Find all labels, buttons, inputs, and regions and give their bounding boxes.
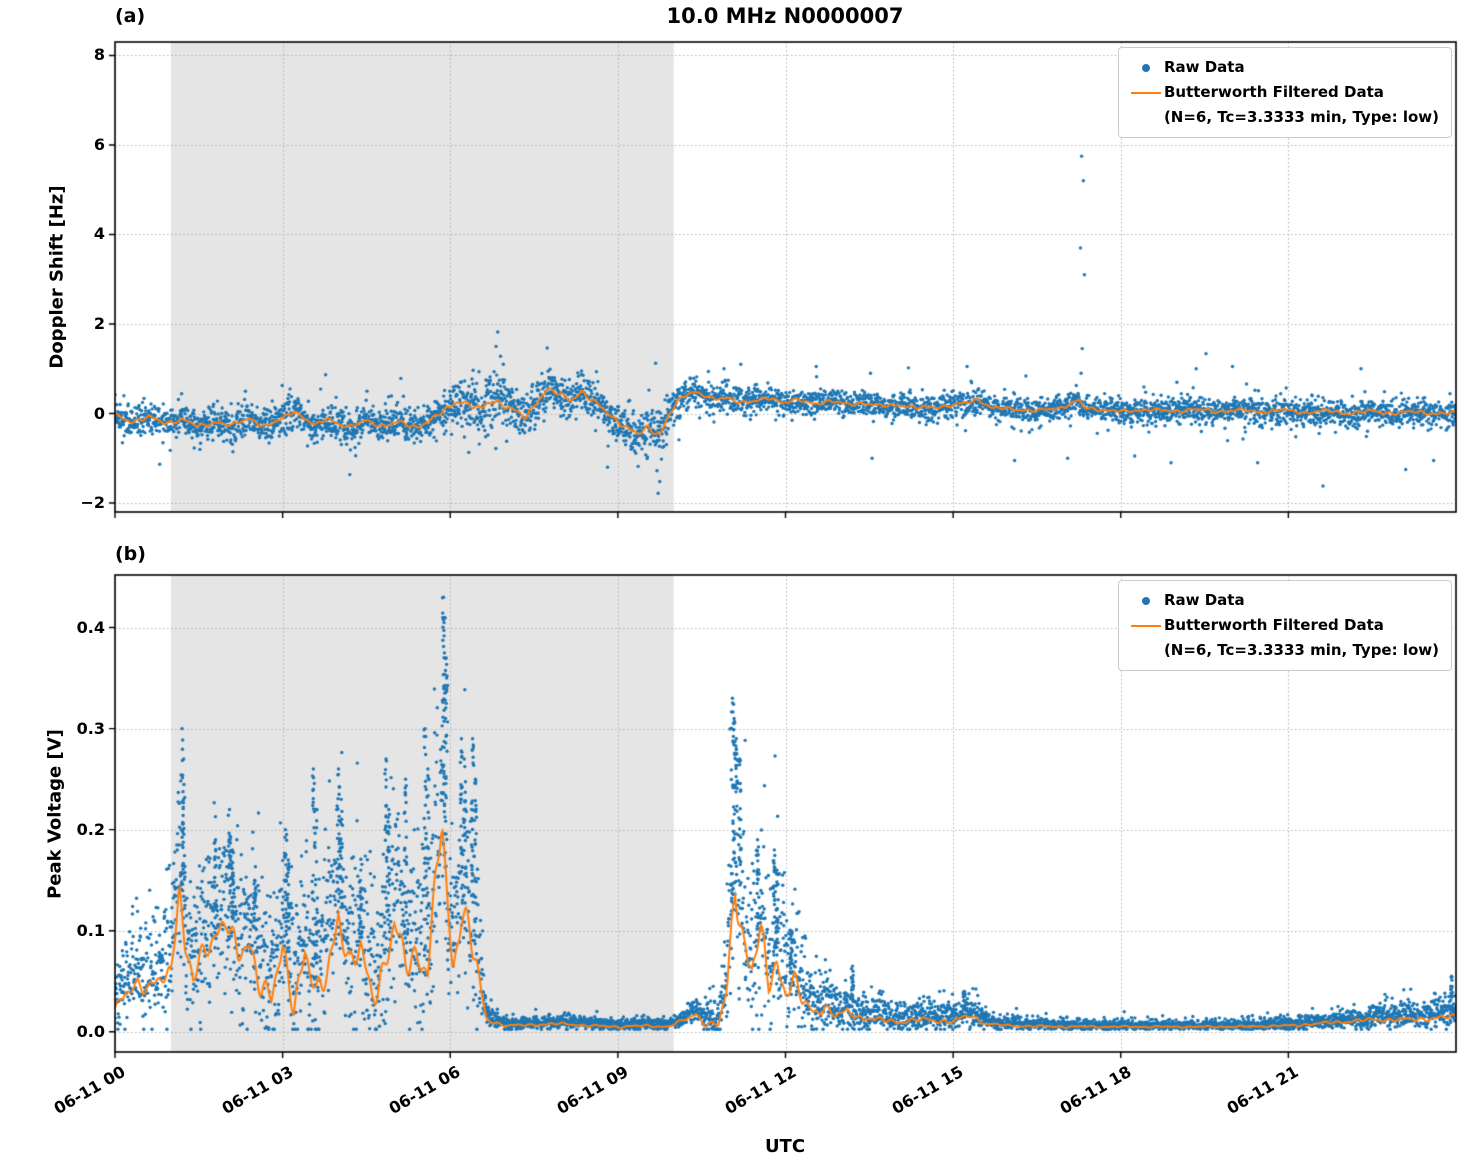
y-tick-label: 0.1 <box>76 920 105 940</box>
y-tick-label: 0 <box>93 403 105 423</box>
chart-title: 10.0 MHz N0000007 <box>666 4 904 28</box>
filtered-data-legend-sublabel: (N=6, Tc=3.3333 min, Type: low) <box>1163 108 1439 126</box>
y-tick-label: 0.0 <box>76 1021 105 1041</box>
legend-panel-b: Raw Data Butterworth Filtered Data (N=6,… <box>1117 580 1452 671</box>
y-tick-label: −2 <box>80 493 105 513</box>
raw-data-legend-item: Raw Data <box>1128 588 1439 613</box>
raw-data-marker <box>1128 596 1164 605</box>
panel-b-label: (b) <box>115 543 146 565</box>
y-tick-label: 0.2 <box>76 819 105 839</box>
y-tick-label: 2 <box>93 314 105 333</box>
raw-data-legend-label: Raw Data <box>1163 591 1245 609</box>
y-tick-label: 8 <box>93 45 105 65</box>
legend-panel-a: Raw Data Butterworth Filtered Data (N=6,… <box>1117 47 1452 138</box>
filtered-data-legend-item: Butterworth Filtered Data <box>1128 80 1439 105</box>
filtered-line-marker <box>1128 624 1164 627</box>
raw-data-legend-item: Raw Data <box>1128 55 1439 80</box>
y-axis-label-voltage: Peak Voltage [V] <box>44 729 66 899</box>
y-tick-label: 0.3 <box>76 718 105 738</box>
x-axis-label: UTC <box>764 1136 806 1157</box>
y-tick-label: 0.4 <box>76 617 105 637</box>
y-axis-label-doppler: Doppler Shift [Hz] <box>46 185 68 369</box>
y-tick-label: 6 <box>93 134 105 154</box>
raw-data-marker <box>1128 63 1164 72</box>
raw-data-legend-label: Raw Data <box>1163 58 1245 76</box>
filtered-data-legend-sublabel: (N=6, Tc=3.3333 min, Type: low) <box>1163 641 1439 659</box>
filtered-data-legend-label: Butterworth Filtered Data <box>1163 83 1384 101</box>
filtered-line-marker <box>1128 91 1164 94</box>
panel-a-label: (a) <box>115 5 146 27</box>
y-tick-label: 4 <box>93 224 105 244</box>
filtered-data-legend-item: Butterworth Filtered Data <box>1128 613 1439 638</box>
filtered-data-legend-label: Butterworth Filtered Data <box>1163 616 1384 634</box>
